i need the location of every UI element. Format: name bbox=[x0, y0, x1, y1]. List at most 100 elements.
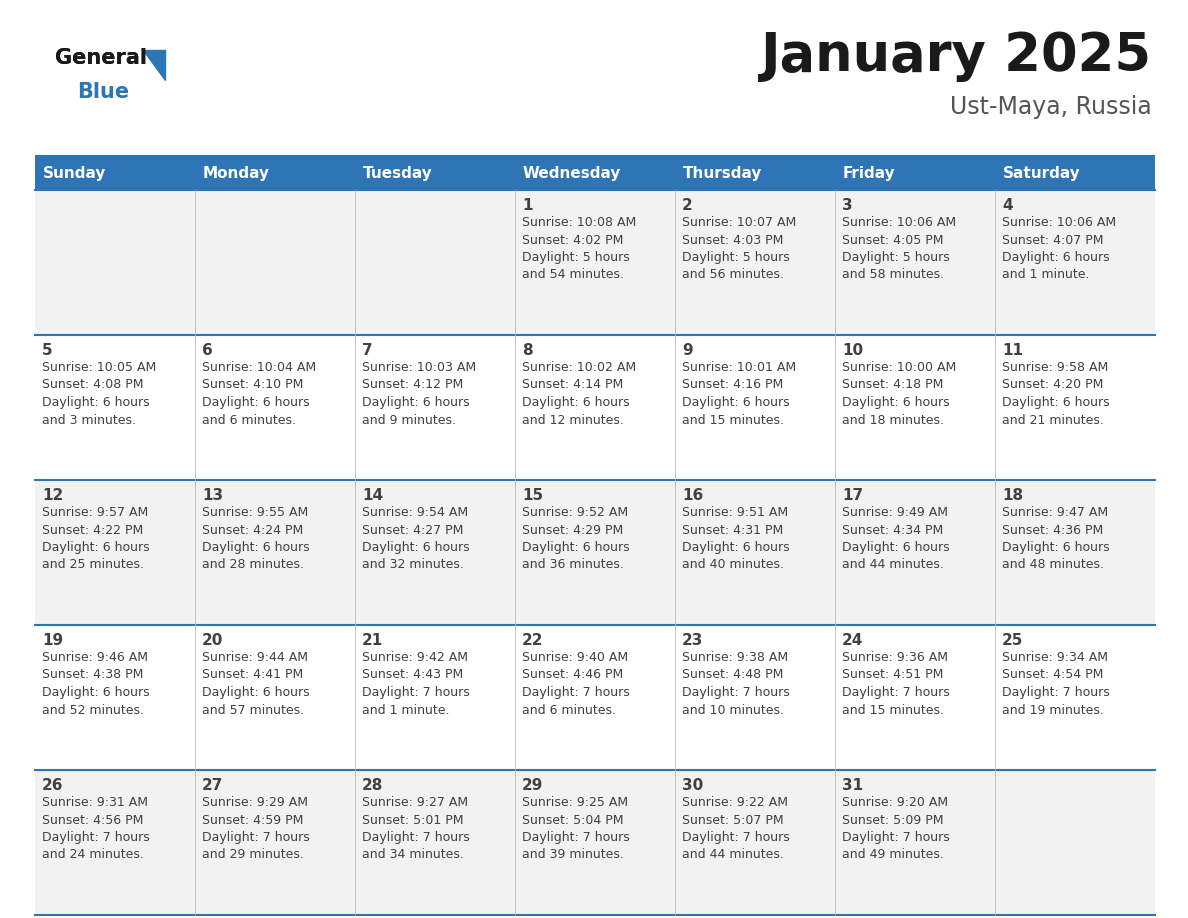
Bar bbox=[195, 770, 355, 915]
Text: January 2025: January 2025 bbox=[762, 30, 1152, 82]
Bar bbox=[675, 625, 835, 770]
Text: Sunrise: 9:31 AM
Sunset: 4:56 PM
Daylight: 7 hours
and 24 minutes.: Sunrise: 9:31 AM Sunset: 4:56 PM Dayligh… bbox=[42, 796, 150, 861]
Text: Sunrise: 10:08 AM
Sunset: 4:02 PM
Daylight: 5 hours
and 54 minutes.: Sunrise: 10:08 AM Sunset: 4:02 PM Daylig… bbox=[522, 216, 637, 282]
Text: Thursday: Thursday bbox=[683, 166, 763, 181]
Text: 4: 4 bbox=[1001, 198, 1012, 213]
Text: 25: 25 bbox=[1001, 633, 1023, 648]
Text: 2: 2 bbox=[682, 198, 693, 213]
Text: General: General bbox=[55, 48, 147, 68]
Text: 22: 22 bbox=[522, 633, 543, 648]
Text: 16: 16 bbox=[682, 488, 703, 503]
Text: Sunrise: 9:36 AM
Sunset: 4:51 PM
Daylight: 7 hours
and 15 minutes.: Sunrise: 9:36 AM Sunset: 4:51 PM Dayligh… bbox=[842, 651, 949, 717]
Text: 27: 27 bbox=[202, 778, 223, 793]
Text: Sunrise: 9:22 AM
Sunset: 5:07 PM
Daylight: 7 hours
and 44 minutes.: Sunrise: 9:22 AM Sunset: 5:07 PM Dayligh… bbox=[682, 796, 790, 861]
Bar bbox=[355, 155, 516, 190]
Text: Sunrise: 10:03 AM
Sunset: 4:12 PM
Daylight: 6 hours
and 9 minutes.: Sunrise: 10:03 AM Sunset: 4:12 PM Daylig… bbox=[362, 361, 476, 427]
Bar bbox=[516, 770, 675, 915]
Text: 29: 29 bbox=[522, 778, 543, 793]
Text: Sunrise: 10:06 AM
Sunset: 4:07 PM
Daylight: 6 hours
and 1 minute.: Sunrise: 10:06 AM Sunset: 4:07 PM Daylig… bbox=[1001, 216, 1116, 282]
Text: Sunrise: 9:38 AM
Sunset: 4:48 PM
Daylight: 7 hours
and 10 minutes.: Sunrise: 9:38 AM Sunset: 4:48 PM Dayligh… bbox=[682, 651, 790, 717]
Bar bbox=[516, 335, 675, 480]
Text: 23: 23 bbox=[682, 633, 703, 648]
Text: 31: 31 bbox=[842, 778, 864, 793]
Bar bbox=[34, 155, 195, 190]
Text: Sunrise: 9:49 AM
Sunset: 4:34 PM
Daylight: 6 hours
and 44 minutes.: Sunrise: 9:49 AM Sunset: 4:34 PM Dayligh… bbox=[842, 506, 949, 572]
Bar bbox=[835, 480, 996, 625]
Bar bbox=[355, 480, 516, 625]
Bar bbox=[195, 155, 355, 190]
Text: 30: 30 bbox=[682, 778, 703, 793]
Text: Sunrise: 9:25 AM
Sunset: 5:04 PM
Daylight: 7 hours
and 39 minutes.: Sunrise: 9:25 AM Sunset: 5:04 PM Dayligh… bbox=[522, 796, 630, 861]
Text: General: General bbox=[55, 48, 147, 68]
Bar bbox=[195, 190, 355, 335]
Text: Sunrise: 9:57 AM
Sunset: 4:22 PM
Daylight: 6 hours
and 25 minutes.: Sunrise: 9:57 AM Sunset: 4:22 PM Dayligh… bbox=[42, 506, 150, 572]
Text: Sunrise: 9:29 AM
Sunset: 4:59 PM
Daylight: 7 hours
and 29 minutes.: Sunrise: 9:29 AM Sunset: 4:59 PM Dayligh… bbox=[202, 796, 310, 861]
Bar bbox=[675, 480, 835, 625]
Bar bbox=[34, 625, 195, 770]
Polygon shape bbox=[143, 50, 165, 80]
Text: Sunrise: 10:07 AM
Sunset: 4:03 PM
Daylight: 5 hours
and 56 minutes.: Sunrise: 10:07 AM Sunset: 4:03 PM Daylig… bbox=[682, 216, 796, 282]
Bar bbox=[516, 625, 675, 770]
Text: 15: 15 bbox=[522, 488, 543, 503]
Text: 17: 17 bbox=[842, 488, 864, 503]
Bar bbox=[996, 155, 1155, 190]
Text: Sunrise: 10:05 AM
Sunset: 4:08 PM
Daylight: 6 hours
and 3 minutes.: Sunrise: 10:05 AM Sunset: 4:08 PM Daylig… bbox=[42, 361, 157, 427]
Bar bbox=[34, 190, 195, 335]
Text: Sunrise: 9:42 AM
Sunset: 4:43 PM
Daylight: 7 hours
and 1 minute.: Sunrise: 9:42 AM Sunset: 4:43 PM Dayligh… bbox=[362, 651, 469, 717]
Bar bbox=[835, 190, 996, 335]
Text: 28: 28 bbox=[362, 778, 384, 793]
Text: Sunday: Sunday bbox=[43, 166, 107, 181]
Text: Sunrise: 10:00 AM
Sunset: 4:18 PM
Daylight: 6 hours
and 18 minutes.: Sunrise: 10:00 AM Sunset: 4:18 PM Daylig… bbox=[842, 361, 956, 427]
Bar bbox=[675, 190, 835, 335]
Text: Friday: Friday bbox=[843, 166, 896, 181]
Bar bbox=[34, 335, 195, 480]
Bar bbox=[355, 770, 516, 915]
Bar bbox=[516, 155, 675, 190]
Text: 19: 19 bbox=[42, 633, 63, 648]
Bar bbox=[34, 480, 195, 625]
Text: Sunrise: 10:04 AM
Sunset: 4:10 PM
Daylight: 6 hours
and 6 minutes.: Sunrise: 10:04 AM Sunset: 4:10 PM Daylig… bbox=[202, 361, 316, 427]
Bar bbox=[355, 625, 516, 770]
Text: 26: 26 bbox=[42, 778, 63, 793]
Bar bbox=[355, 190, 516, 335]
Text: 18: 18 bbox=[1001, 488, 1023, 503]
Bar bbox=[996, 190, 1155, 335]
Text: Sunrise: 10:02 AM
Sunset: 4:14 PM
Daylight: 6 hours
and 12 minutes.: Sunrise: 10:02 AM Sunset: 4:14 PM Daylig… bbox=[522, 361, 636, 427]
Text: 6: 6 bbox=[202, 343, 213, 358]
Text: Wednesday: Wednesday bbox=[523, 166, 621, 181]
Text: 13: 13 bbox=[202, 488, 223, 503]
Text: 21: 21 bbox=[362, 633, 384, 648]
Text: Sunrise: 10:01 AM
Sunset: 4:16 PM
Daylight: 6 hours
and 15 minutes.: Sunrise: 10:01 AM Sunset: 4:16 PM Daylig… bbox=[682, 361, 796, 427]
Text: Sunrise: 9:40 AM
Sunset: 4:46 PM
Daylight: 7 hours
and 6 minutes.: Sunrise: 9:40 AM Sunset: 4:46 PM Dayligh… bbox=[522, 651, 630, 717]
Text: 8: 8 bbox=[522, 343, 532, 358]
Text: Sunrise: 9:47 AM
Sunset: 4:36 PM
Daylight: 6 hours
and 48 minutes.: Sunrise: 9:47 AM Sunset: 4:36 PM Dayligh… bbox=[1001, 506, 1110, 572]
Text: Tuesday: Tuesday bbox=[364, 166, 432, 181]
Bar bbox=[195, 335, 355, 480]
Text: 20: 20 bbox=[202, 633, 223, 648]
Text: 7: 7 bbox=[362, 343, 373, 358]
Bar bbox=[996, 770, 1155, 915]
Bar bbox=[516, 480, 675, 625]
Text: Sunrise: 9:27 AM
Sunset: 5:01 PM
Daylight: 7 hours
and 34 minutes.: Sunrise: 9:27 AM Sunset: 5:01 PM Dayligh… bbox=[362, 796, 469, 861]
Text: 24: 24 bbox=[842, 633, 864, 648]
Text: Sunrise: 9:58 AM
Sunset: 4:20 PM
Daylight: 6 hours
and 21 minutes.: Sunrise: 9:58 AM Sunset: 4:20 PM Dayligh… bbox=[1001, 361, 1110, 427]
Text: Sunrise: 9:20 AM
Sunset: 5:09 PM
Daylight: 7 hours
and 49 minutes.: Sunrise: 9:20 AM Sunset: 5:09 PM Dayligh… bbox=[842, 796, 949, 861]
Text: Monday: Monday bbox=[203, 166, 270, 181]
Text: 3: 3 bbox=[842, 198, 853, 213]
Bar bbox=[195, 480, 355, 625]
Text: Blue: Blue bbox=[77, 82, 129, 102]
Text: 11: 11 bbox=[1001, 343, 1023, 358]
Bar bbox=[835, 625, 996, 770]
Text: Ust-Maya, Russia: Ust-Maya, Russia bbox=[950, 95, 1152, 119]
Text: Sunrise: 10:06 AM
Sunset: 4:05 PM
Daylight: 5 hours
and 58 minutes.: Sunrise: 10:06 AM Sunset: 4:05 PM Daylig… bbox=[842, 216, 956, 282]
Text: 10: 10 bbox=[842, 343, 864, 358]
Text: Sunrise: 9:54 AM
Sunset: 4:27 PM
Daylight: 6 hours
and 32 minutes.: Sunrise: 9:54 AM Sunset: 4:27 PM Dayligh… bbox=[362, 506, 469, 572]
Text: 1: 1 bbox=[522, 198, 532, 213]
Text: Sunrise: 9:52 AM
Sunset: 4:29 PM
Daylight: 6 hours
and 36 minutes.: Sunrise: 9:52 AM Sunset: 4:29 PM Dayligh… bbox=[522, 506, 630, 572]
Bar bbox=[516, 190, 675, 335]
Text: Sunrise: 9:51 AM
Sunset: 4:31 PM
Daylight: 6 hours
and 40 minutes.: Sunrise: 9:51 AM Sunset: 4:31 PM Dayligh… bbox=[682, 506, 790, 572]
Bar bbox=[835, 155, 996, 190]
Bar bbox=[835, 770, 996, 915]
Text: Sunrise: 9:34 AM
Sunset: 4:54 PM
Daylight: 7 hours
and 19 minutes.: Sunrise: 9:34 AM Sunset: 4:54 PM Dayligh… bbox=[1001, 651, 1110, 717]
Text: Sunrise: 9:44 AM
Sunset: 4:41 PM
Daylight: 6 hours
and 57 minutes.: Sunrise: 9:44 AM Sunset: 4:41 PM Dayligh… bbox=[202, 651, 310, 717]
